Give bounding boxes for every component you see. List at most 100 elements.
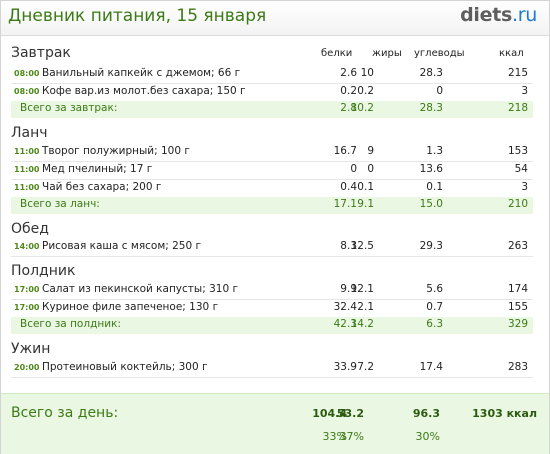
- row-food: Салат из пекинской капусты; 310 г: [42, 283, 238, 295]
- row-proteins: 9.9: [340, 283, 357, 295]
- row-food: Кофе вар.из молот.без сахара; 150 г: [42, 85, 246, 97]
- column-header-kcal: ккал: [499, 48, 524, 59]
- meal-total-row: Всего за завтрак: 2.8 10.2 28.3 218: [11, 101, 533, 118]
- row-carbs: 0.7: [426, 301, 443, 313]
- row-time: 11:00: [14, 147, 40, 156]
- row-food: Творог полужирный; 100 г: [42, 145, 190, 157]
- total-proteins: 42.3: [333, 318, 357, 330]
- header: Дневник питания, 15 января diets.ru: [1, 1, 549, 36]
- total-label: Всего за ланч:: [20, 198, 100, 210]
- row-carbs: 1.3: [426, 145, 443, 157]
- total-proteins: 17.1: [333, 198, 357, 210]
- day-total-proteins: 104.4: [312, 407, 347, 420]
- row-time: 08:00: [14, 69, 40, 78]
- row-time: 17:00: [14, 303, 40, 312]
- page-title: Дневник питания, 15 января: [8, 6, 267, 26]
- row-kcal: 3: [521, 85, 528, 97]
- row-kcal: 3: [521, 181, 528, 193]
- meal-title-breakfast: Завтрак: [11, 45, 71, 61]
- row-fats: 0.1: [357, 181, 374, 193]
- day-pct-carbs: 30%: [415, 430, 440, 443]
- row-fats: 12.5: [350, 240, 374, 252]
- meal-title-supper: Ужин: [11, 341, 51, 357]
- row-proteins: 0.2: [340, 85, 357, 97]
- row-kcal: 153: [507, 145, 528, 157]
- row-carbs: 0: [436, 85, 443, 97]
- total-fats: 10.2: [350, 102, 374, 114]
- day-total-label: Всего за день:: [11, 405, 119, 421]
- table-row: 17:00 Салат из пекинской капусты; 310 г …: [11, 282, 533, 300]
- row-carbs: 0.1: [426, 181, 443, 193]
- meal-total-row: Всего за полдник: 42.3 14.2 6.3 329: [11, 317, 533, 334]
- day-pct-proteins: 33%: [322, 430, 347, 443]
- total-carbs: 28.3: [419, 102, 443, 114]
- table-row: 14:00 Рисовая каша с мясом; 250 г 8.3 12…: [11, 239, 533, 257]
- row-kcal: 283: [507, 361, 528, 373]
- row-time: 17:00: [14, 285, 40, 294]
- meal-title-dinner: Обед: [11, 221, 49, 237]
- row-time: 20:00: [14, 363, 40, 372]
- day-total-fats: 53.2: [336, 407, 364, 420]
- row-kcal: 263: [507, 240, 528, 252]
- row-food: Куриное филе запеченое; 130 г: [42, 301, 219, 313]
- total-label: Всего за полдник:: [20, 318, 121, 330]
- row-carbs: 13.6: [419, 163, 443, 175]
- row-fats: 12.1: [350, 283, 374, 295]
- row-proteins: 2.6: [340, 67, 357, 79]
- total-fats: 14.2: [350, 318, 374, 330]
- row-carbs: 5.6: [426, 283, 443, 295]
- row-proteins: 0.4: [340, 181, 357, 193]
- row-food: Рисовая каша с мясом; 250 г: [42, 240, 202, 252]
- total-carbs: 6.3: [426, 318, 443, 330]
- row-fats: 7.2: [357, 361, 374, 373]
- total-fats: 9.1: [357, 198, 374, 210]
- table-row: 20:00 Протеиновый коктейль; 300 г 33.9 7…: [11, 360, 533, 378]
- total-label: Всего за завтрак:: [20, 102, 118, 114]
- row-fats: 9: [367, 145, 374, 157]
- row-proteins: 16.7: [333, 145, 357, 157]
- row-food: Чай без сахара; 200 г: [42, 181, 162, 193]
- logo-tld: .ru: [512, 4, 537, 26]
- row-carbs: 17.4: [419, 361, 443, 373]
- row-time: 11:00: [14, 183, 40, 192]
- meal-total-row: Всего за ланч: 17.1 9.1 15.0 210: [11, 197, 533, 214]
- row-fats: 10: [360, 67, 374, 79]
- total-proteins: 2.8: [340, 102, 357, 114]
- row-kcal: 155: [507, 301, 528, 313]
- row-kcal: 54: [514, 163, 528, 175]
- table-row: 08:00 Ванильный капкейк с джемом; 66 г 2…: [11, 66, 533, 84]
- day-total-panel: Всего за день: 104.4 53.2 96.3 1303 ккал…: [1, 393, 549, 454]
- row-fats: 0.2: [357, 85, 374, 97]
- day-total-kcal: 1303 ккал: [472, 407, 537, 420]
- row-time: 11:00: [14, 165, 40, 174]
- table-row: 11:00 Чай без сахара; 200 г 0.4 0.1 0.1 …: [11, 180, 533, 198]
- table-row: 11:00 Мед пчелиный; 17 г 0 0 13.6 54: [11, 162, 533, 180]
- site-logo[interactable]: diets.ru: [460, 4, 537, 26]
- row-proteins: 33.9: [333, 361, 357, 373]
- row-kcal: 215: [507, 67, 528, 79]
- column-header-fats: жиры: [372, 48, 402, 59]
- total-kcal: 210: [507, 198, 528, 210]
- column-header-proteins: белки: [321, 48, 353, 59]
- row-fats: 2.1: [357, 301, 374, 313]
- row-time: 08:00: [14, 87, 40, 96]
- row-proteins: 8.3: [340, 240, 357, 252]
- total-kcal: 329: [507, 318, 528, 330]
- row-carbs: 28.3: [419, 67, 443, 79]
- row-carbs: 29.3: [419, 240, 443, 252]
- row-time: 14:00: [14, 242, 40, 251]
- logo-main: diets: [460, 4, 512, 26]
- column-header-carbs: углеводы: [414, 48, 465, 59]
- meal-title-snack: Полдник: [11, 263, 76, 279]
- row-kcal: 174: [507, 283, 528, 295]
- table-row: 17:00 Куриное филе запеченое; 130 г 32.4…: [11, 300, 533, 318]
- table-row: 08:00 Кофе вар.из молот.без сахара; 150 …: [11, 84, 533, 102]
- row-food: Мед пчелиный; 17 г: [42, 163, 153, 175]
- table-row: 11:00 Творог полужирный; 100 г 16.7 9 1.…: [11, 144, 533, 162]
- row-food: Протеиновый коктейль; 300 г: [42, 361, 208, 373]
- total-kcal: 218: [507, 102, 528, 114]
- row-proteins: 0: [350, 163, 357, 175]
- day-total-carbs: 96.3: [412, 407, 440, 420]
- row-proteins: 32.4: [333, 301, 357, 313]
